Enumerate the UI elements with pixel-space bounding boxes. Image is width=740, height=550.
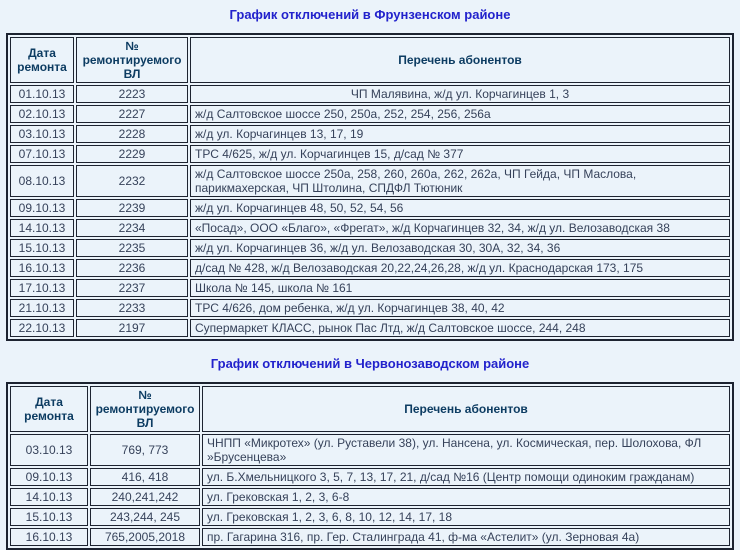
cell-repair-date: 22.10.13	[10, 319, 74, 337]
cell-line-number: 240,241,242	[90, 488, 200, 506]
outage-schedule-table: Дата ремонта № ремонтируемого ВЛ Перечен…	[6, 33, 734, 341]
cell-repair-date: 09.10.13	[10, 199, 74, 217]
cell-line-number: 769, 773	[90, 434, 200, 466]
cell-repair-date: 14.10.13	[10, 219, 74, 237]
cell-subscribers: ж/д ул. Корчагинцев 36, ж/д ул. Велозаво…	[190, 239, 730, 257]
col-header-subscribers: Перечень абонентов	[202, 386, 730, 432]
cell-repair-date: 15.10.13	[10, 239, 74, 257]
table-row: 01.10.13 2223 ЧП Малявина, ж/д ул. Корчаги…	[10, 85, 730, 103]
cell-repair-date: 21.10.13	[10, 299, 74, 317]
cell-subscribers: ж/д ул. Корчагинцев 48, 50, 52, 54, 56	[190, 199, 730, 217]
cell-subscribers: ТРС 4/626, дом ребенка, ж/д ул. Корчагин…	[190, 299, 730, 317]
section-title: График отключений в Фрунзенском районе	[229, 7, 511, 22]
table-row: 08.10.13 2232 ж/д Салтовское шоссе 250а, 2…	[10, 165, 730, 197]
section-title: График отключений в Червонозаводском рай…	[210, 356, 530, 371]
table-row: 09.10.13 2239 ж/д ул. Корчагинцев 48, 50, …	[10, 199, 730, 217]
cell-subscribers: ЧНПП «Микротех» (ул. Руставели 38), ул. …	[202, 434, 730, 466]
col-header-line-number: № ремонтируемого ВЛ	[90, 386, 200, 432]
cell-repair-date: 03.10.13	[10, 434, 88, 466]
cell-line-number: 2197	[76, 319, 188, 337]
cell-line-number: 2239	[76, 199, 188, 217]
cell-line-number: 2232	[76, 165, 188, 197]
cell-line-number: 765,2005,2018	[90, 528, 200, 546]
cell-repair-date: 09.10.13	[10, 468, 88, 486]
cell-line-number: 2236	[76, 259, 188, 277]
table-body: 03.10.13 769, 773 ЧНПП «Микротех» (ул. Рус…	[10, 434, 730, 546]
cell-repair-date: 17.10.13	[10, 279, 74, 297]
col-header-repair-date: Дата ремонта	[10, 37, 74, 83]
table-row: 22.10.13 2197 Супермаркет КЛАСС, рынок Пас…	[10, 319, 730, 337]
cell-subscribers: пр. Гагарина 316, пр. Гер. Сталинграда 4…	[202, 528, 730, 546]
cell-subscribers: д/сад № 428, ж/д Велозаводская 20,22,24,…	[190, 259, 730, 277]
cell-line-number: 416, 418	[90, 468, 200, 486]
cell-subscribers: «Посад», ООО «Благо», «Фрегат», ж/д Корч…	[190, 219, 730, 237]
table-row: 07.10.13 2229 ТРС 4/625, ж/д ул. Корчагинц…	[10, 145, 730, 163]
cell-subscribers: ж/д Салтовское шоссе 250а, 258, 260, 260…	[190, 165, 730, 197]
cell-subscribers: Школа № 145, школа № 161	[190, 279, 730, 297]
cell-subscribers: ТРС 4/625, ж/д ул. Корчагинцев 15, д/сад…	[190, 145, 730, 163]
cell-line-number: 2223	[76, 85, 188, 103]
col-header-line-number: № ремонтируемого ВЛ	[76, 37, 188, 83]
table-row: 17.10.13 2237 Школа № 145, школа № 161	[10, 279, 730, 297]
cell-repair-date: 16.10.13	[10, 528, 88, 546]
table-row: 15.10.13 2235 ж/д ул. Корчагинцев 36, ж/д …	[10, 239, 730, 257]
cell-repair-date: 08.10.13	[10, 165, 74, 197]
cell-subscribers: Супермаркет КЛАСС, рынок Пас Лтд, ж/д Са…	[190, 319, 730, 337]
cell-line-number: 2228	[76, 125, 188, 143]
outage-schedule-table: Дата ремонта № ремонтируемого ВЛ Перечен…	[6, 382, 734, 550]
header-row: Дата ремонта № ремонтируемого ВЛ Перечен…	[10, 386, 730, 432]
cell-subscribers: ул. Грековская 1, 2, 3, 6, 8, 10, 12, 14…	[202, 508, 730, 526]
table-row: 02.10.13 2227 ж/д Салтовское шоссе 250, 25…	[10, 105, 730, 123]
cell-repair-date: 02.10.13	[10, 105, 74, 123]
cell-line-number: 2234	[76, 219, 188, 237]
cell-subscribers: ул. Б.Хмельницкого 3, 5, 7, 13, 17, 21, …	[202, 468, 730, 486]
table-row: 15.10.13 243,244, 245 ул. Грековская 1, 2,…	[10, 508, 730, 526]
cell-subscribers: ж/д ул. Корчагинцев 13, 17, 19	[190, 125, 730, 143]
table-row: 14.10.13 240,241,242 ул. Грековская 1, 2, …	[10, 488, 730, 506]
table-row: 21.10.13 2233 ТРС 4/626, дом ребенка, ж/д …	[10, 299, 730, 317]
table-header: Дата ремонта № ремонтируемого ВЛ Перечен…	[10, 37, 730, 83]
col-header-repair-date: Дата ремонта	[10, 386, 88, 432]
header-row: Дата ремонта № ремонтируемого ВЛ Перечен…	[10, 37, 730, 83]
cell-repair-date: 01.10.13	[10, 85, 74, 103]
cell-repair-date: 03.10.13	[10, 125, 74, 143]
cell-repair-date: 16.10.13	[10, 259, 74, 277]
district-section-frunzensky: График отключений в Фрунзенском районе Д…	[6, 7, 734, 341]
cell-line-number: 2227	[76, 105, 188, 123]
cell-subscribers: ЧП Малявина, ж/д ул. Корчагинцев 1, 3	[190, 85, 730, 103]
table-row: 09.10.13 416, 418 ул. Б.Хмельницкого 3, 5,…	[10, 468, 730, 486]
cell-subscribers: ул. Грековская 1, 2, 3, 6-8	[202, 488, 730, 506]
table-row: 03.10.13 2228 ж/д ул. Корчагинцев 13, 17, …	[10, 125, 730, 143]
table-row: 16.10.13 2236 д/сад № 428, ж/д Велозаводск…	[10, 259, 730, 277]
cell-subscribers: ж/д Салтовское шоссе 250, 250а, 252, 254…	[190, 105, 730, 123]
col-header-subscribers: Перечень абонентов	[190, 37, 730, 83]
table-header: Дата ремонта № ремонтируемого ВЛ Перечен…	[10, 386, 730, 432]
district-section-chervonozavodsky: График отключений в Червонозаводском рай…	[0, 341, 740, 550]
cell-line-number: 2229	[76, 145, 188, 163]
cell-line-number: 2237	[76, 279, 188, 297]
cell-repair-date: 14.10.13	[10, 488, 88, 506]
table-row: 14.10.13 2234 «Посад», ООО «Благо», «Фрега…	[10, 219, 730, 237]
cell-line-number: 243,244, 245	[90, 508, 200, 526]
cell-line-number: 2233	[76, 299, 188, 317]
cell-line-number: 2235	[76, 239, 188, 257]
table-body: 01.10.13 2223 ЧП Малявина, ж/д ул. Корчаги…	[10, 85, 730, 337]
table-row: 03.10.13 769, 773 ЧНПП «Микротех» (ул. Рус…	[10, 434, 730, 466]
cell-repair-date: 07.10.13	[10, 145, 74, 163]
table-row: 16.10.13 765,2005,2018 пр. Гагарина 316, п…	[10, 528, 730, 546]
cell-repair-date: 15.10.13	[10, 508, 88, 526]
